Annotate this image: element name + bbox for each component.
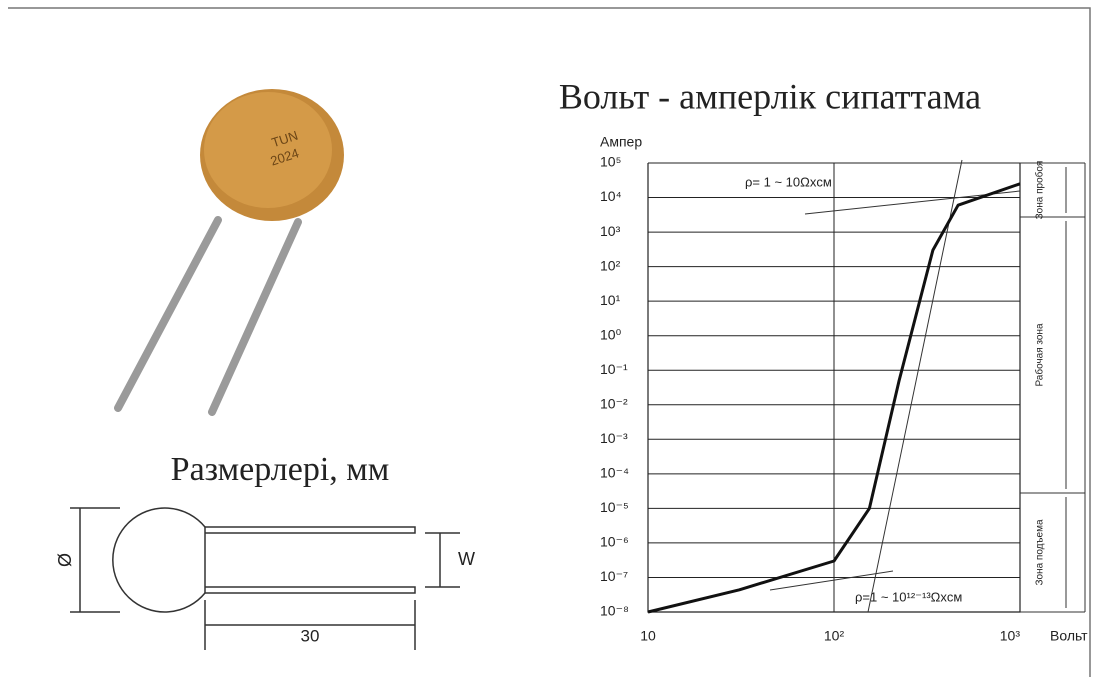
x-tick-label: 10² <box>824 628 845 644</box>
y-tick-label: 10² <box>600 257 621 273</box>
x-tick-label: 10 <box>640 628 656 644</box>
y-tick-label: 10⁰ <box>600 326 622 342</box>
y-tick-label: 10⁻⁵ <box>600 499 629 515</box>
y-tick-label: 10⁻³ <box>600 430 628 446</box>
y-tick-label: 10⁻¹ <box>600 361 628 377</box>
chart-title: Вольт - амперлік сипаттама <box>559 76 981 116</box>
zone-label: Рабочая зона <box>1034 323 1046 386</box>
disc-face <box>204 92 332 208</box>
zone-label: Зона подъема <box>1035 519 1046 586</box>
y-tick-label: 10⁵ <box>600 154 621 170</box>
y-axis-label: Ампер <box>600 134 642 150</box>
y-tick-label: 10⁻⁸ <box>600 603 629 619</box>
y-tick-label: 10⁻⁶ <box>600 534 629 550</box>
annotation: ρ=1 ~ 10¹²⁻¹³Ωxcм <box>855 589 962 604</box>
annotation: ρ= 1 ~ 10Ωxcм <box>745 174 832 189</box>
page: TUN 2024 Размерлері, мм Ø W 30 Вольт - а… <box>0 0 1097 677</box>
y-tick-label: 10⁻⁴ <box>600 465 629 481</box>
y-tick-label: 10³ <box>600 223 621 239</box>
y-tick-label: 10¹ <box>600 292 621 308</box>
diameter-label: Ø <box>55 553 75 567</box>
length-label: 30 <box>301 626 320 645</box>
x-tick-label: 10³ <box>1000 628 1021 644</box>
x-axis-label: Вольт <box>1050 628 1088 644</box>
y-tick-label: 10⁻² <box>600 395 628 411</box>
y-tick-label: 10⁴ <box>600 188 622 204</box>
zone-label: Зона пробоя <box>1034 161 1046 220</box>
dimensions-title: Размерлері, мм <box>171 451 390 488</box>
y-tick-label: 10⁻⁷ <box>600 568 628 584</box>
width-label: W <box>458 549 475 569</box>
